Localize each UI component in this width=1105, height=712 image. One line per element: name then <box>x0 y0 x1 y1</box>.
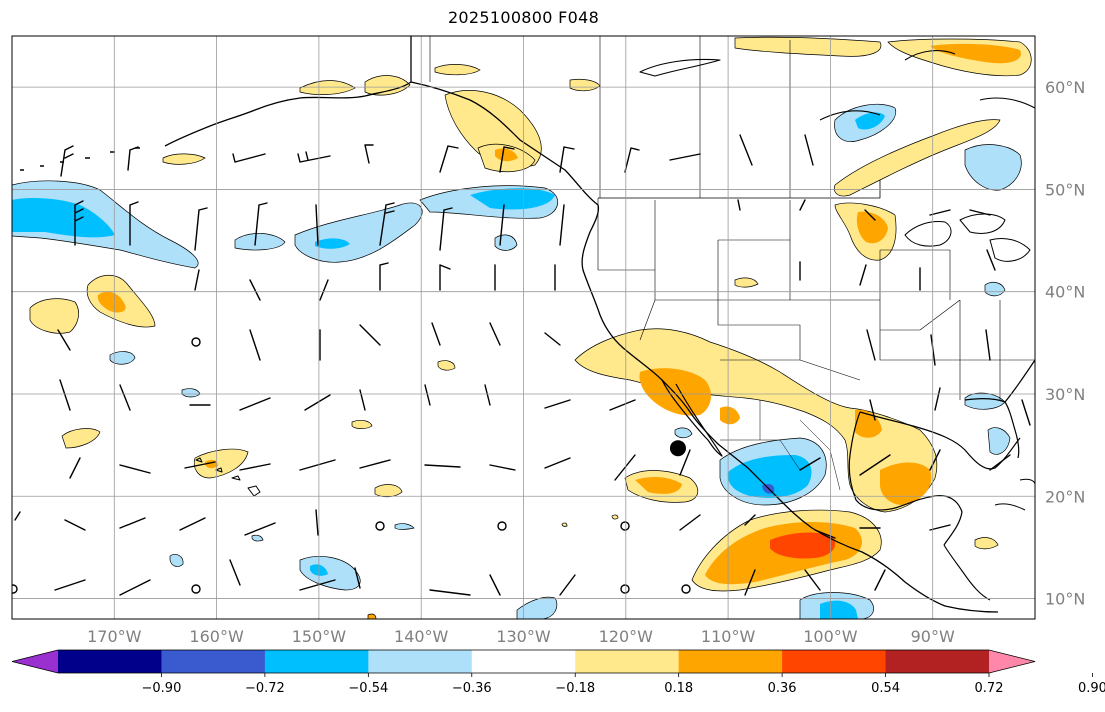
longitude-label: 90°W <box>911 627 955 646</box>
colorbar-tick-label: −0.90 <box>142 681 182 696</box>
colorbar-outline <box>11 649 1036 674</box>
longitude-label: 170°W <box>87 627 142 646</box>
colorbar-extend-high <box>989 650 1035 673</box>
wind-barbs <box>14 134 1031 596</box>
map-plot-area <box>12 36 1035 619</box>
colorbar-extend-low <box>12 650 58 673</box>
latitude-label: 40°N <box>1045 283 1085 302</box>
longitude-label: 120°W <box>599 627 654 646</box>
colorbar-tick-label: −0.36 <box>452 681 492 696</box>
latitude-label: 20°N <box>1045 487 1085 506</box>
longitude-label: 110°W <box>701 627 756 646</box>
longitude-label: 100°W <box>803 627 858 646</box>
latitude-label: 60°N <box>1045 78 1085 97</box>
latitude-label: 10°N <box>1045 590 1085 609</box>
colorbar-segment <box>678 650 783 673</box>
plot-frame <box>11 35 1036 620</box>
positive-anomaly-regions <box>29 36 1032 619</box>
colorbar-tick-label: −0.54 <box>348 681 388 696</box>
location-marker <box>669 440 686 457</box>
latitude-label: 50°N <box>1045 180 1085 199</box>
colorbar-tick-label: 0.18 <box>664 681 693 696</box>
negative-anomaly-regions <box>12 103 1022 619</box>
latitude-label: 30°N <box>1045 385 1085 404</box>
map-title: 2025100800 F048 <box>447 8 600 27</box>
colorbar-segment <box>575 650 680 673</box>
colorbar-segment <box>368 650 473 673</box>
colorbar-tick-label: 0.90 <box>1078 681 1105 696</box>
colorbar-tick-label: 0.54 <box>871 681 900 696</box>
latitude-labels: 10°N 20°N 30°N 40°N 50°N 60°N <box>1045 78 1085 608</box>
longitude-label: 150°W <box>292 627 347 646</box>
calm-wind-circles <box>12 337 691 594</box>
colorbar: −0.90 −0.72 −0.54 −0.36 −0.18 0.18 0.36 0.54 0.7… <box>11 649 1105 696</box>
longitude-label: 160°W <box>189 627 244 646</box>
colorbar-segment <box>264 650 369 673</box>
colorbar-segment <box>471 650 576 673</box>
colorbar-tick-label: 0.72 <box>975 681 1004 696</box>
longitude-label: 130°W <box>496 627 551 646</box>
colorbar-segment <box>782 650 887 673</box>
colorbar-segment <box>58 650 162 673</box>
longitude-labels: 170°W 160°W 150°W 140°W 130°W 120°W 110°W 100°W… <box>87 627 955 646</box>
colorbar-segment <box>161 650 266 673</box>
longitude-label: 140°W <box>394 627 449 646</box>
colorbar-segment <box>885 650 990 673</box>
colorbar-tick-label: −0.18 <box>555 681 595 696</box>
colorbar-tick-label: 0.36 <box>768 681 797 696</box>
colorbar-tick-label: −0.72 <box>245 681 285 696</box>
gridlines <box>12 36 1035 619</box>
